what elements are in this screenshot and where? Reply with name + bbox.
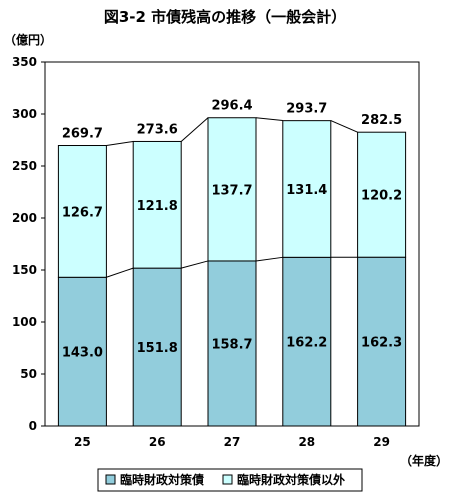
data-label-other-26: 121.8 [137,199,178,214]
bar-other-26 [132,140,182,269]
data-label-total-26: 273.6 [137,122,178,137]
connector-total [106,140,134,147]
data-label-rinji-25: 143.0 [62,346,103,361]
data-label-total-25: 269.7 [62,127,103,142]
y-axis-unit: （億円） [4,32,52,47]
y-tick-label: 200 [12,211,37,225]
bar-rinji-26 [132,267,182,427]
bar-other-29 [357,131,407,258]
bar-rinji-29 [357,256,407,427]
bars [57,117,407,427]
connector-total [330,120,358,133]
data-label-other-27: 137.7 [211,183,252,198]
data-label-total-27: 296.4 [211,99,252,114]
legend-swatch-other [222,474,233,485]
x-axis-ticks: 25 26 27 28 29 [74,435,390,449]
chart-title: 図3-2 市債残高の推移（一般会計） [104,8,346,26]
connector-total [180,117,209,142]
y-tick-label: 300 [12,107,37,121]
data-label-rinji-29: 162.3 [361,336,402,351]
x-tick-label: 27 [224,435,241,449]
legend-swatch-rinji [105,474,116,485]
y-tick-label: 150 [12,263,37,277]
data-label-other-29: 120.2 [361,189,402,204]
bar-rinji-28 [282,256,332,427]
y-tick-label: 50 [20,367,37,381]
x-tick-label: 26 [149,435,166,449]
legend-label-rinji: 臨時財政対策債 [120,472,204,487]
data-label-total-29: 282.5 [361,113,402,128]
y-tick-label: 0 [29,419,37,433]
connector-rinji [181,260,209,269]
y-tick-label: 350 [12,55,37,69]
connector-rinji [106,267,134,278]
y-axis-ticks: 0 50 100 150 200 250 300 350 [12,55,45,433]
series-connector-lines [106,117,358,278]
bar-other-28 [282,120,332,258]
bar-rinji-25 [57,276,107,427]
bar-other-27 [207,117,257,262]
data-label-rinji-27: 158.7 [211,337,252,352]
legend-label-other: 臨時財政対策債以外 [237,472,345,487]
y-tick-label: 100 [12,315,37,329]
data-label-other-28: 131.4 [286,183,327,198]
x-tick-label: 25 [74,435,91,449]
connector-total [255,117,283,122]
connector-rinji [255,256,283,262]
data-label-total-28: 293.7 [286,102,327,117]
bar-other-25 [57,145,107,278]
y-tick-label: 250 [12,159,37,173]
x-tick-label: 28 [298,435,315,449]
data-label-rinji-26: 151.8 [137,341,178,356]
legend: 臨時財政対策債 臨時財政対策債以外 [97,468,363,492]
x-axis-unit: （年度） [400,453,448,468]
x-tick-label: 29 [373,435,390,449]
data-label-rinji-28: 162.2 [286,336,327,351]
data-labels: 143.0 126.7 269.7 151.8 121.8 273.6 158.7 137.7… [62,99,402,361]
data-label-other-25: 126.7 [62,205,103,220]
